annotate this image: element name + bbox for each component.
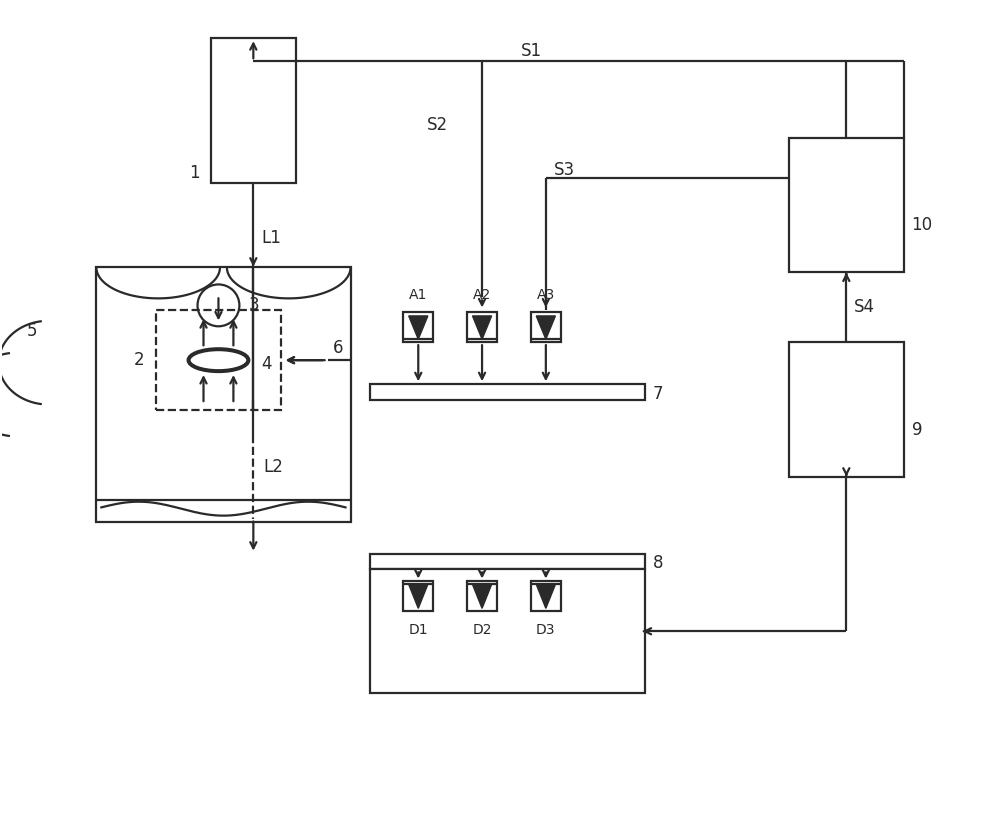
- Bar: [789, 138, 904, 272]
- Bar: [370, 570, 645, 693]
- Text: 10: 10: [912, 216, 933, 234]
- Polygon shape: [536, 584, 555, 608]
- Polygon shape: [472, 584, 492, 608]
- Text: 5: 5: [27, 322, 37, 340]
- Bar: [370, 553, 645, 570]
- Bar: [789, 342, 904, 477]
- Polygon shape: [536, 316, 555, 339]
- Text: D1: D1: [408, 623, 428, 637]
- Text: 9: 9: [912, 421, 922, 439]
- Bar: [370, 384, 645, 400]
- Text: S3: S3: [554, 161, 575, 179]
- Bar: [156, 311, 281, 410]
- Text: 7: 7: [652, 385, 663, 403]
- Text: L1: L1: [261, 229, 281, 247]
- Text: D2: D2: [472, 623, 492, 637]
- Text: S2: S2: [427, 116, 448, 134]
- Text: 1: 1: [189, 164, 200, 182]
- Polygon shape: [409, 584, 428, 608]
- Bar: [403, 581, 433, 612]
- Text: 3: 3: [248, 297, 259, 314]
- Polygon shape: [409, 316, 428, 339]
- Text: 6: 6: [333, 339, 343, 358]
- Bar: [403, 312, 433, 342]
- Text: 8: 8: [652, 555, 663, 572]
- Bar: [467, 581, 497, 612]
- Text: D3: D3: [536, 623, 556, 637]
- Bar: [211, 39, 296, 182]
- Bar: [531, 581, 561, 612]
- Text: S1: S1: [521, 42, 542, 60]
- Text: 2: 2: [134, 351, 144, 369]
- Ellipse shape: [189, 349, 248, 372]
- Text: A1: A1: [409, 289, 427, 302]
- Text: 4: 4: [262, 355, 272, 373]
- Text: A3: A3: [537, 289, 555, 302]
- Bar: [96, 267, 351, 522]
- Polygon shape: [472, 316, 492, 339]
- Text: S4: S4: [854, 298, 875, 316]
- Bar: [467, 312, 497, 342]
- Text: A2: A2: [473, 289, 491, 302]
- Text: L2: L2: [263, 458, 283, 476]
- Bar: [531, 312, 561, 342]
